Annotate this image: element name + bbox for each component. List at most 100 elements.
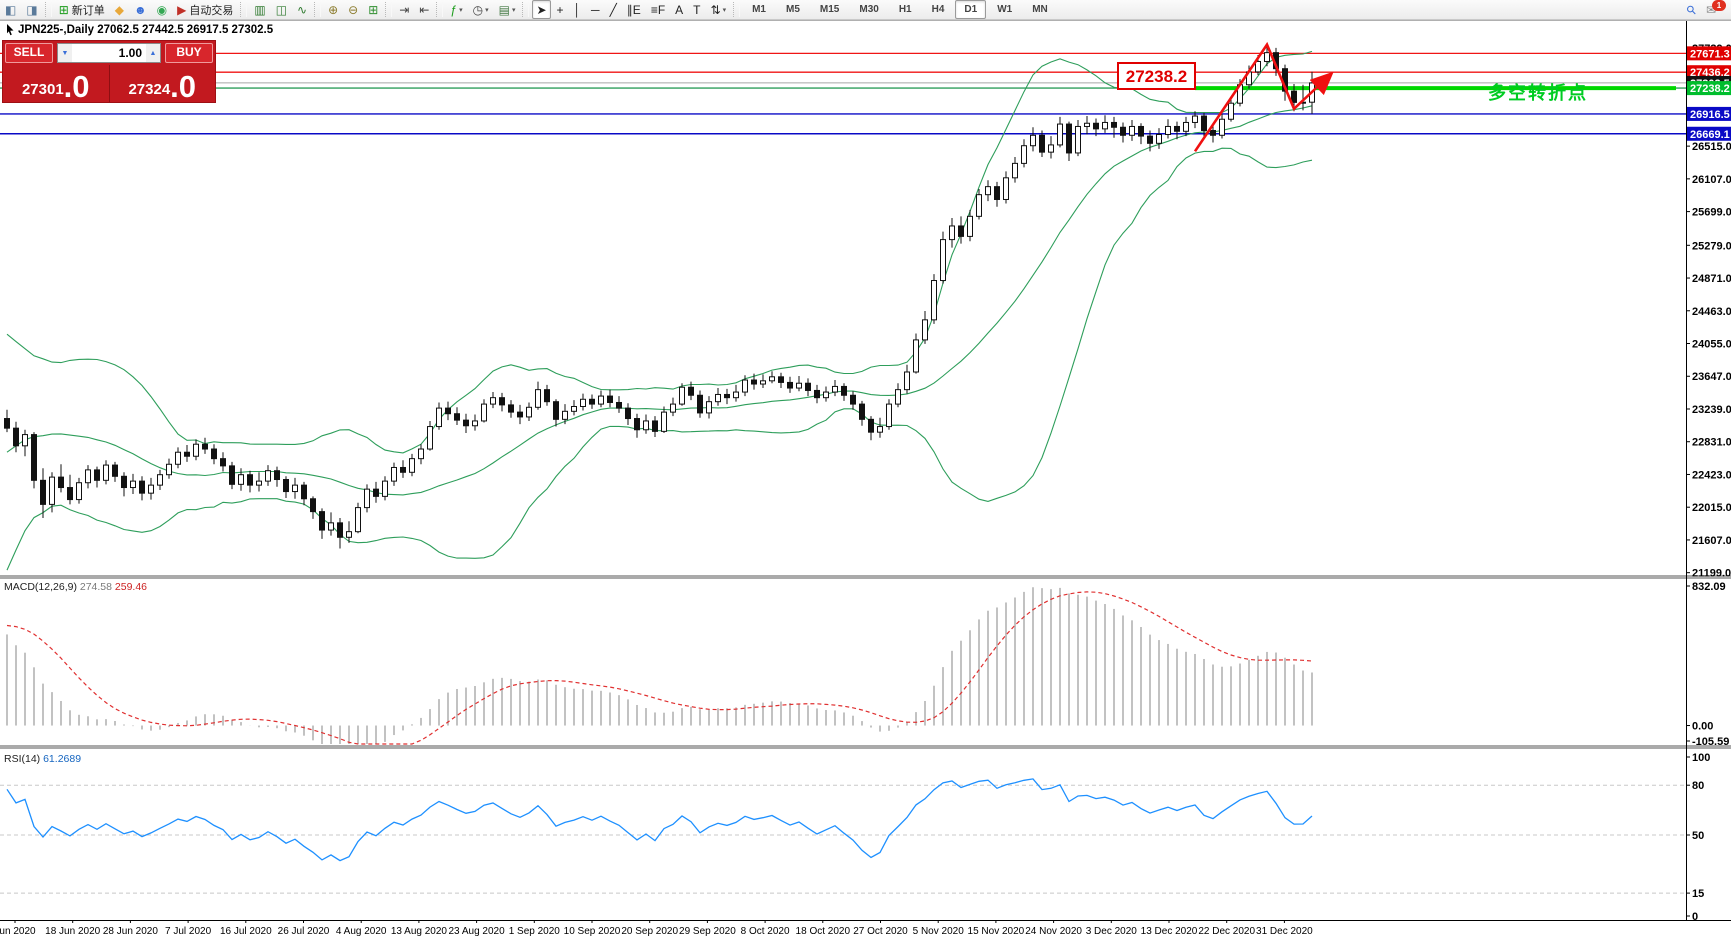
price-label-27671.3-box[interactable]	[1687, 46, 1731, 61]
date-label: 8 Oct 2020	[741, 926, 790, 937]
toolbar: ◧ ◨ ⊞ 新订单 ◆ ☻ ◉ ▶ 自动交易 ▥ ◫ ∿ ⊕ ⊖ ⊞ ⇥ ⇤ ƒ ▾ ◷ ▾ ▤ ▾ ➤ + │ ─ ╱ ∥E ≡F A T ⇅…	[0, 0, 1731, 20]
toolbar-separator	[436, 2, 444, 17]
fibonacci-button[interactable]: ≡F	[647, 0, 669, 19]
text-button[interactable]: A	[671, 0, 687, 19]
date-label: 13 Aug 2020	[391, 926, 448, 937]
buy-button[interactable]: BUY	[165, 43, 213, 63]
timeframe-h4-button[interactable]: H4	[923, 0, 954, 19]
candlestick-chart-icon[interactable]: ◫	[272, 0, 291, 19]
main-scale-tick-22423.0: 22423.0	[1692, 469, 1731, 481]
toolbar-separator	[522, 2, 530, 17]
main-scale-tick-25279.0: 25279.0	[1692, 240, 1731, 252]
auto-trading-button[interactable]: ▶ 自动交易	[173, 0, 237, 19]
sell-price-frac: .0	[63, 69, 90, 104]
timeframe-m15-button[interactable]: M15	[811, 0, 848, 19]
buy-price[interactable]: 27324.0	[110, 65, 216, 102]
volume-input[interactable]	[72, 44, 146, 62]
arrows-button[interactable]: ⇅ ▾	[707, 0, 731, 19]
buy-price-int: 27324	[128, 81, 171, 98]
templates-glyph: ▤	[498, 2, 510, 17]
price-label-27238.2-box[interactable]	[1687, 81, 1731, 96]
chart-window-icon[interactable]: ◧	[1, 0, 20, 19]
data-window-icon[interactable]: ◨	[22, 0, 41, 19]
text-label-button[interactable]: T	[689, 0, 704, 19]
date-label: 18 Oct 2020	[796, 926, 851, 937]
trade-panel-prices: 27301.0 27324.0	[3, 65, 215, 102]
timeframe-mn-button[interactable]: MN	[1023, 0, 1057, 19]
bollinger-upper-band	[6, 50, 1313, 454]
equidistant-channel-button[interactable]: ∥E	[623, 0, 645, 19]
trend-arrow[interactable]	[1193, 41, 1334, 153]
volume-control: ▼ ▲	[57, 43, 161, 63]
auto-trading-glyph: ▶	[177, 2, 187, 17]
zoom-out-icon-glyph: ⊖	[348, 2, 359, 17]
price-label-26669.1: 26669.1	[1690, 129, 1730, 141]
horizontal-line-button[interactable]: ─	[587, 0, 604, 19]
zoom-in-icon[interactable]: ⊕	[324, 0, 342, 19]
tile-windows-icon[interactable]: ⊞	[364, 0, 382, 19]
price-label-26669.1-box[interactable]	[1687, 126, 1731, 141]
pivot-annotation-text[interactable]: 多空转折点	[1488, 82, 1588, 104]
date-label: 29 Sep 2020	[679, 926, 736, 937]
new-order-button-label: 新订单	[71, 4, 105, 17]
cursor-button[interactable]: ➤	[532, 0, 551, 19]
metaeditor-icon-glyph: ◆	[114, 2, 124, 17]
auto-trading-button-label: 自动交易	[189, 4, 234, 17]
vertical-line-glyph: │	[573, 2, 582, 17]
indicators-button[interactable]: ƒ ▾	[446, 0, 466, 19]
trendline-button[interactable]: ╱	[606, 0, 621, 19]
date-label: Jun 2020	[0, 926, 36, 937]
metaeditor-icon[interactable]: ◆	[111, 0, 128, 19]
volume-increase-button[interactable]: ▲	[146, 44, 160, 62]
timeframe-d1-button[interactable]: D1	[955, 0, 987, 19]
crosshair-button[interactable]: +	[553, 0, 568, 19]
main-scale-tick-25699.0: 25699.0	[1692, 207, 1731, 219]
price-label-27238.2: 27238.2	[1690, 83, 1730, 95]
macd-label: MACD(12,26,9) 274.58 259.46	[4, 581, 147, 593]
auto-scroll-icon[interactable]: ⇥	[395, 0, 413, 19]
search-icon[interactable]: ⚲	[1683, 0, 1700, 19]
chart-shift-icon-glyph: ⇤	[419, 2, 430, 17]
date-label: 31 Dec 2020	[1256, 926, 1313, 937]
price-label-27436.2-box[interactable]	[1687, 65, 1731, 80]
macd-histogram	[6, 587, 1313, 744]
timeframe-w1-button-label: W1	[997, 4, 1013, 15]
price-chart[interactable]: 27739.026515.026107.025699.025279.024871…	[0, 20, 1731, 942]
sell-button[interactable]: SELL	[5, 43, 53, 63]
timeframe-h1-button[interactable]: H1	[890, 0, 921, 19]
date-label: 24 Nov 2020	[1025, 926, 1082, 937]
vertical-line-button[interactable]: │	[570, 0, 586, 19]
macd-scale-max: 832.09	[1692, 581, 1726, 593]
toolbar-separator	[240, 2, 248, 17]
profile-icon[interactable]: ☻	[130, 0, 151, 19]
timeframe-m30-button[interactable]: M30	[850, 0, 887, 19]
timeframe-m5-button[interactable]: M5	[777, 0, 809, 19]
one-click-trading-panel: SELL ▼ ▲ BUY 27301.0 27324.0	[2, 40, 216, 103]
templates-button[interactable]: ▤ ▾	[495, 0, 520, 19]
chart-title-cursor-icon	[7, 24, 14, 36]
timeframe-w1-button[interactable]: W1	[988, 0, 1021, 19]
main-scale-tick-21607.0: 21607.0	[1692, 535, 1731, 547]
bar-chart-icon[interactable]: ▥	[250, 0, 269, 19]
date-label: 4 Aug 2020	[336, 926, 387, 937]
signals-icon[interactable]: ◉	[153, 0, 171, 19]
price-callout-box[interactable]	[1117, 62, 1196, 90]
line-chart-icon[interactable]: ∿	[293, 0, 311, 19]
new-order-button[interactable]: ⊞ 新订单	[55, 0, 109, 19]
notifications-icon[interactable]: ✉ 1	[1702, 0, 1730, 19]
main-scale-tick-26515.0: 26515.0	[1692, 141, 1731, 153]
periods-button[interactable]: ◷ ▾	[469, 0, 493, 19]
cursor-glyph: ➤	[536, 2, 547, 17]
price-label-26916.5-box[interactable]	[1687, 106, 1731, 121]
chart-shift-icon[interactable]: ⇤	[415, 0, 433, 19]
fibonacci-glyph: ≡F	[650, 2, 666, 17]
timeframe-m1-button[interactable]: M1	[743, 0, 775, 19]
sell-price-int: 27301	[21, 81, 64, 98]
profile-icon-glyph: ☻	[133, 2, 147, 17]
date-label: 22 Dec 2020	[1198, 926, 1255, 937]
rsi-label: RSI(14) 61.2689	[4, 753, 81, 765]
sell-price[interactable]: 27301.0	[3, 65, 110, 102]
volume-decrease-button[interactable]: ▼	[58, 44, 72, 62]
date-label: 16 Jul 2020	[220, 926, 272, 937]
zoom-out-icon[interactable]: ⊖	[344, 0, 362, 19]
